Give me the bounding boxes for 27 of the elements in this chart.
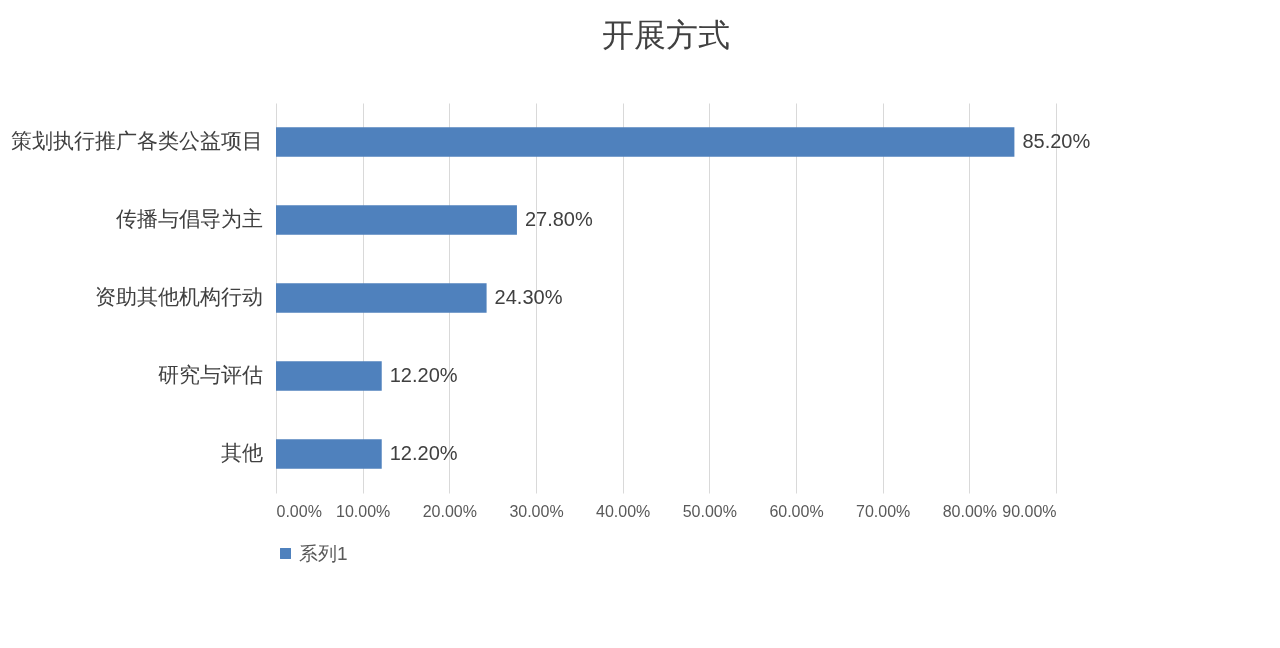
data-label: 85.20%: [1022, 130, 1091, 152]
y-tick-label: 策划执行推广各类公益项目: [10, 129, 263, 152]
x-tick-label: 50.00%: [682, 502, 737, 520]
bar: [276, 205, 517, 235]
bar: [276, 127, 1015, 157]
data-label: 12.20%: [389, 442, 458, 464]
y-tick-label: 资助其他机构行动: [94, 285, 263, 308]
bar: [276, 283, 487, 313]
x-tick-label: 40.00%: [596, 502, 651, 520]
y-tick-label: 研究与评估: [157, 363, 263, 386]
legend-label: 系列1: [299, 542, 348, 564]
x-tick-label: 20.00%: [422, 502, 477, 520]
data-label: 27.80%: [524, 208, 593, 230]
x-tick-label: 80.00%: [942, 502, 997, 520]
chart-title: 开展方式: [602, 17, 730, 53]
x-tick-label: 70.00%: [856, 502, 911, 520]
x-tick-label: 10.00%: [336, 502, 391, 520]
x-tick-label: 30.00%: [509, 502, 564, 520]
x-tick-label: 90.00%: [1002, 502, 1057, 520]
y-tick-label: 传播与倡导为主: [115, 207, 263, 230]
data-label: 24.30%: [494, 286, 563, 308]
bar: [276, 361, 382, 391]
data-label: 12.20%: [389, 364, 458, 386]
x-tick-label: 60.00%: [769, 502, 824, 520]
y-tick-label: 其他: [220, 441, 263, 464]
x-tick-label: 0.00%: [276, 502, 322, 520]
bar: [276, 439, 382, 469]
